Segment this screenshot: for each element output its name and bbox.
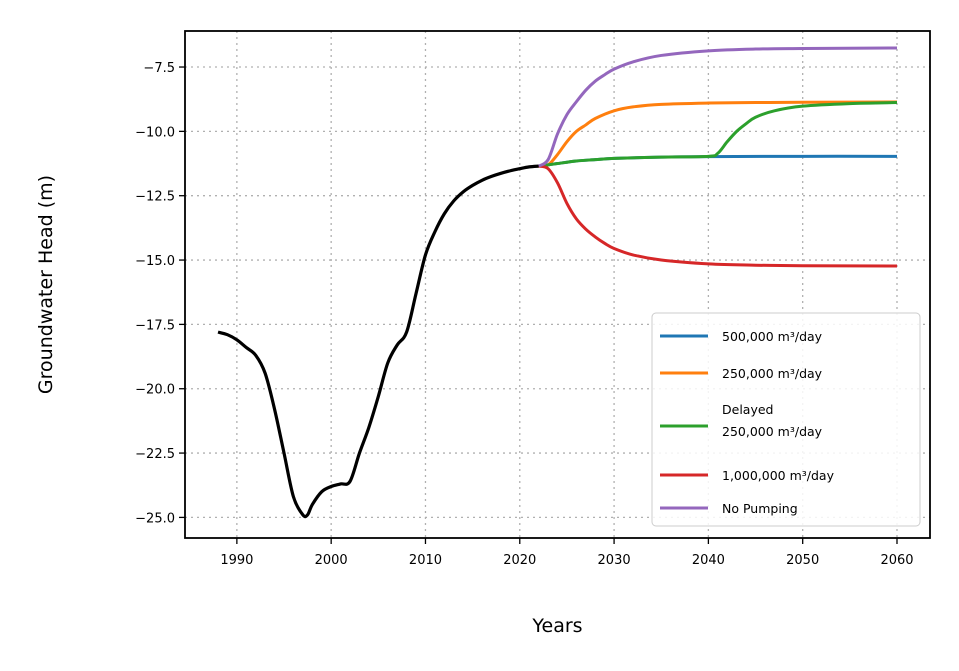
legend-item: Delayed 250,000 m³/day — [660, 402, 823, 439]
axes-frame — [184, 30, 931, 539]
legend-label: 1,000,000 m³/day — [722, 468, 835, 483]
legend-label: Delayed 250,000 m³/day — [722, 402, 823, 439]
x-tick-label: 2040 — [692, 553, 725, 568]
series-line-4 — [537, 46, 897, 168]
x-tick-label: 2000 — [315, 553, 348, 568]
y-axis-label: Groundwater Head (m) — [35, 175, 57, 394]
x-tick-label: 2030 — [598, 553, 631, 568]
legend-item: 250,000 m³/day — [660, 366, 823, 381]
legend-item: 500,000 m³/day — [660, 329, 823, 344]
legend-item: No Pumping — [660, 501, 798, 516]
legend-box — [651, 312, 921, 527]
legend-label: 250,000 m³/day — [722, 366, 823, 381]
y-tick-label: −15.0 — [135, 254, 175, 269]
historical-line — [217, 164, 539, 519]
series-line-2 — [538, 101, 898, 168]
x-tick-label: 2020 — [503, 553, 536, 568]
y-tick-label: −12.5 — [135, 190, 175, 205]
x-tick-label: 2010 — [409, 553, 442, 568]
y-tick-label: −10.0 — [135, 125, 175, 140]
legend-label: 500,000 m³/day — [722, 329, 823, 344]
x-tick-label: 2060 — [880, 553, 913, 568]
axis-ticks: 1990 2000 2010 2020 2030 2040 2050 2060 −7.5 −10.… — [135, 61, 913, 568]
y-tick-label: −25.0 — [135, 511, 175, 526]
series-line-1 — [538, 100, 897, 168]
y-tick-label: −20.0 — [135, 383, 175, 398]
legend-item: 1,000,000 m³/day — [660, 468, 835, 483]
plot-area — [217, 46, 898, 519]
y-tick-label: −17.5 — [135, 318, 175, 333]
legend: 500,000 m³/day 250,000 m³/day Delayed 250,0… — [651, 312, 921, 527]
legend-label: No Pumping — [722, 501, 798, 516]
x-axis-label: Years — [531, 615, 582, 637]
y-tick-label: −22.5 — [135, 447, 175, 462]
series-line-3 — [538, 164, 897, 268]
x-tick-label: 2050 — [786, 553, 819, 568]
x-tick-label: 1990 — [220, 553, 253, 568]
y-tick-label: −7.5 — [143, 61, 175, 76]
